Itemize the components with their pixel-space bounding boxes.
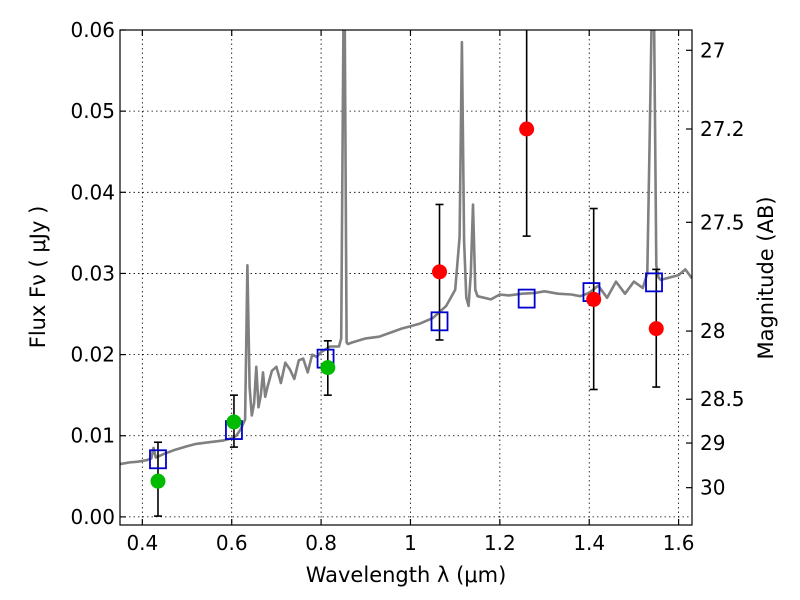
- model-photometry-square: [430, 311, 449, 332]
- plot-area: [120, 30, 692, 517]
- detection-point: [432, 264, 448, 280]
- y-tick-label: 0.03: [70, 261, 115, 285]
- model-photometry-square: [149, 449, 167, 470]
- y-tick-label: 0.00: [70, 505, 115, 529]
- x-tick-label: 0.4: [126, 531, 158, 555]
- y-tick-label: 0.05: [70, 99, 115, 123]
- grid-lines: [120, 29, 692, 525]
- model-photometry-square: [517, 288, 536, 309]
- x-tick-label: 0.8: [305, 531, 337, 555]
- spectrum-line: [120, 30, 692, 466]
- detection-point: [226, 414, 242, 430]
- detection-point: [320, 360, 336, 376]
- y-tick-label: 0.06: [70, 18, 115, 42]
- y2-axis-ticks: 27 27.2 27.5 28 28.5 29 30: [686, 38, 745, 500]
- detection-point: [519, 121, 535, 137]
- detection-point: [648, 321, 664, 337]
- y2-tick-label: 27.5: [700, 210, 745, 234]
- y2-tick-label: 29: [700, 431, 725, 455]
- x-axis-ticks: 0.4 0.6 0.8 1 1.2 1.4 1.6: [126, 30, 695, 555]
- y2-axis-label: Magnitude (AB): [754, 196, 778, 359]
- y2-tick-label: 28.5: [700, 387, 745, 411]
- y2-tick-label: 28: [700, 319, 725, 343]
- y2-tick-label: 27: [700, 38, 725, 62]
- y-tick-label: 0.02: [70, 343, 115, 367]
- x-tick-label: 1.6: [663, 531, 695, 555]
- x-axis-label: Wavelength λ (μm): [306, 563, 507, 587]
- y-axis-ticks: 0.00 0.01 0.02 0.03 0.04 0.05 0.06: [70, 18, 126, 529]
- x-tick-label: 0.6: [216, 531, 248, 555]
- y-tick-label: 0.01: [70, 424, 115, 448]
- y-axis-label: Flux Fν ( μJy ): [26, 206, 50, 349]
- detection-point: [586, 291, 602, 307]
- x-tick-label: 1: [404, 531, 417, 555]
- detection-point: [150, 473, 166, 489]
- y2-tick-label: 30: [700, 476, 725, 500]
- model-photometry-square: [645, 272, 663, 293]
- plot-frame: [119, 29, 693, 526]
- y-tick-label: 0.04: [70, 180, 115, 204]
- y2-tick-label: 27.2: [700, 117, 745, 141]
- x-tick-label: 1.4: [573, 531, 605, 555]
- x-tick-label: 1.2: [484, 531, 516, 555]
